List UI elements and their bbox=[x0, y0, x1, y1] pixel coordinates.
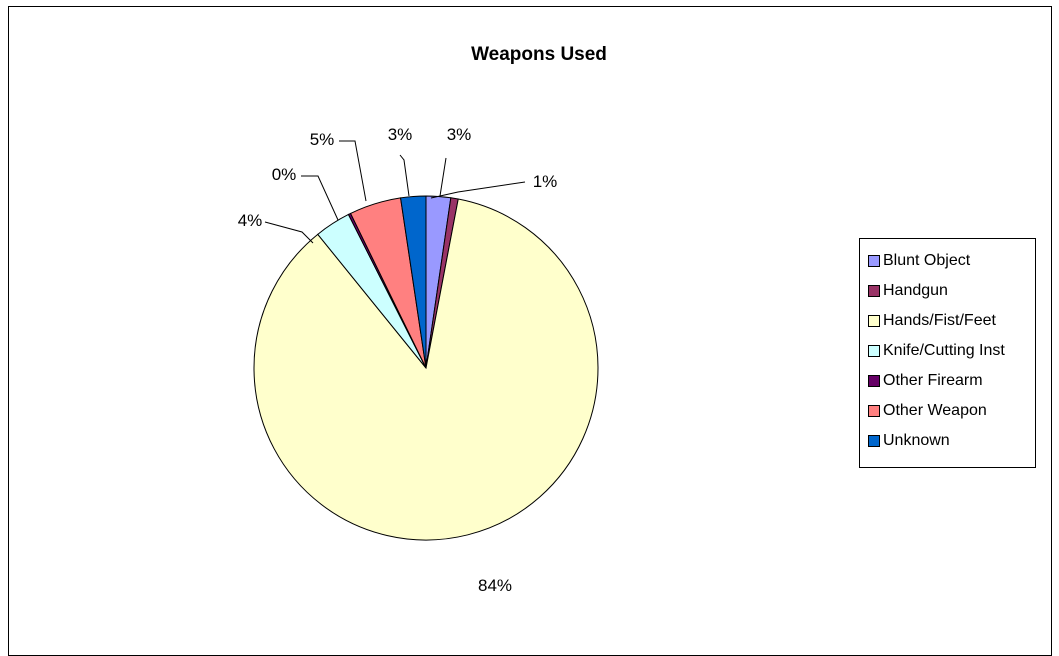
legend-label: Other Weapon bbox=[883, 402, 987, 419]
leader-line bbox=[339, 140, 367, 202]
pie-slice-unknown bbox=[400, 195, 427, 369]
chart-title: Weapons Used bbox=[471, 44, 607, 65]
legend-label: Other Firearm bbox=[883, 372, 983, 389]
data-label: 3% bbox=[447, 125, 472, 144]
legend-label: Knife/Cutting Inst bbox=[883, 342, 1005, 359]
leader-line bbox=[264, 221, 314, 244]
leader-line bbox=[399, 154, 410, 197]
legend-item: Other Weapon bbox=[860, 396, 1035, 426]
leader-line bbox=[439, 157, 447, 197]
data-label: 0% bbox=[272, 165, 297, 184]
legend-swatch bbox=[868, 285, 880, 297]
legend-swatch bbox=[868, 345, 880, 357]
legend-item: Unknown bbox=[860, 426, 1035, 456]
legend-label: Hands/Fist/Feet bbox=[883, 312, 996, 329]
legend-swatch bbox=[868, 435, 880, 447]
legend-item: Knife/Cutting Inst bbox=[860, 336, 1035, 366]
leader-line bbox=[301, 175, 339, 221]
data-label: 5% bbox=[310, 130, 335, 149]
legend-swatch bbox=[868, 405, 880, 417]
leader-line bbox=[430, 181, 526, 199]
legend-label: Unknown bbox=[883, 432, 950, 449]
legend-item: Other Firearm bbox=[860, 366, 1035, 396]
legend-label: Blunt Object bbox=[883, 252, 971, 269]
legend-label: Handgun bbox=[883, 282, 948, 299]
data-label: 84% bbox=[478, 576, 512, 595]
legend-item: Hands/Fist/Feet bbox=[860, 306, 1035, 336]
data-label: 1% bbox=[533, 172, 558, 191]
data-label: 4% bbox=[238, 211, 263, 230]
legend-item: Blunt Object bbox=[860, 246, 1035, 276]
legend: Blunt Object Handgun Hands/Fist/Feet Knife/… bbox=[859, 238, 1036, 468]
legend-item: Handgun bbox=[860, 276, 1035, 306]
data-labels: 3% 1% 84% 4% 0% 5% 3% bbox=[238, 125, 558, 595]
legend-swatch bbox=[868, 315, 880, 327]
data-label: 3% bbox=[388, 125, 413, 144]
pie-slice-hands-fist-feet bbox=[253, 198, 599, 541]
pie-slices bbox=[253, 195, 599, 541]
legend-swatch bbox=[868, 255, 880, 267]
legend-swatch bbox=[868, 375, 880, 387]
